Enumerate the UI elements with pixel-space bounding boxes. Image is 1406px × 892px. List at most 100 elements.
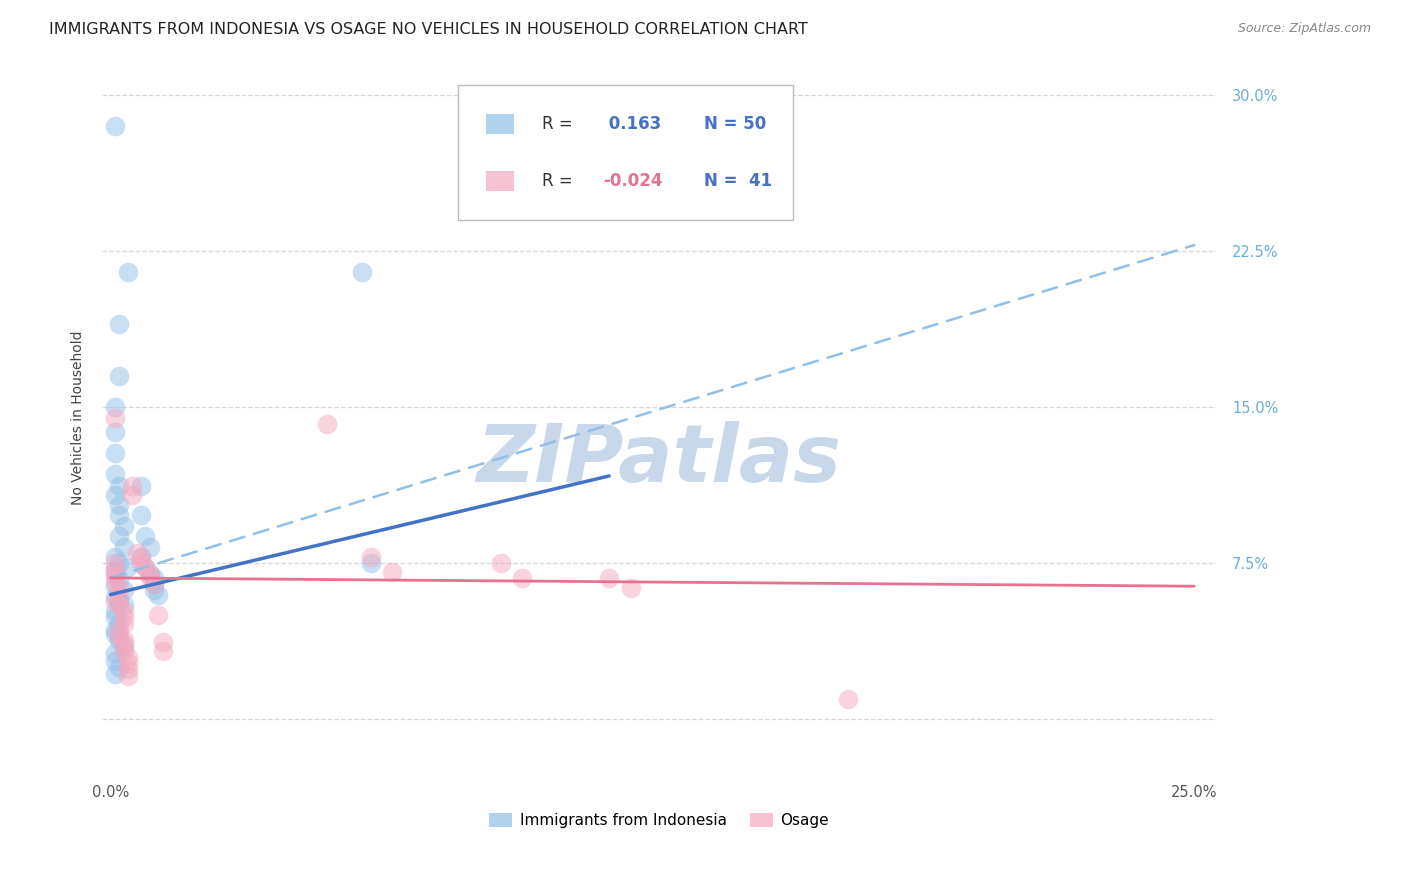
Point (108, 529, 131, 543)
Point (104, 604, 127, 618)
Point (108, 369, 131, 384)
Point (104, 563, 127, 577)
Point (104, 446, 127, 460)
Point (104, 610, 127, 624)
Text: ZIPatlas: ZIPatlas (477, 421, 841, 500)
Y-axis label: No Vehicles in Household: No Vehicles in Household (72, 330, 86, 505)
Point (104, 654, 127, 668)
Point (112, 540, 135, 554)
Point (138, 566, 160, 581)
Point (316, 417, 339, 431)
Point (104, 563, 127, 577)
Point (108, 582, 131, 596)
Point (129, 557, 152, 571)
Point (598, 571, 620, 585)
Point (108, 479, 131, 493)
Point (112, 640, 135, 654)
Point (112, 610, 135, 624)
Point (129, 550, 152, 565)
Point (360, 557, 382, 571)
Point (104, 646, 127, 660)
Point (112, 643, 135, 657)
Point (112, 598, 135, 612)
Point (104, 410, 127, 425)
Point (104, 566, 127, 581)
Point (104, 666, 127, 681)
Point (112, 616, 135, 631)
FancyBboxPatch shape (486, 114, 515, 134)
Point (837, 691, 859, 706)
Point (104, 425, 127, 440)
Point (142, 577, 165, 591)
Point (148, 588, 170, 602)
Point (104, 401, 127, 415)
Point (108, 498, 131, 512)
Point (142, 571, 165, 585)
Point (104, 575, 127, 590)
Point (104, 550, 127, 565)
Point (104, 590, 127, 604)
Point (108, 573, 131, 587)
Point (112, 637, 135, 651)
Text: R =: R = (541, 115, 572, 133)
Point (134, 560, 156, 574)
Point (152, 635, 174, 649)
Point (512, 571, 534, 585)
Point (108, 598, 131, 612)
Text: -0.024: -0.024 (603, 172, 662, 190)
Point (112, 633, 135, 648)
Point (620, 582, 643, 596)
Point (104, 594, 127, 608)
Point (125, 546, 148, 560)
Point (134, 560, 156, 574)
Point (121, 488, 143, 502)
Point (108, 557, 131, 571)
Point (112, 583, 135, 598)
Point (108, 594, 131, 608)
Point (142, 583, 165, 598)
Point (129, 479, 152, 493)
Point (381, 565, 404, 579)
Point (104, 120, 127, 134)
Point (148, 608, 170, 623)
Text: R =: R = (541, 172, 572, 190)
Point (117, 662, 139, 676)
Point (117, 649, 139, 664)
Legend: Immigrants from Indonesia, Osage: Immigrants from Indonesia, Osage (484, 807, 835, 834)
Point (138, 540, 160, 554)
Point (108, 616, 131, 631)
Point (142, 577, 165, 591)
Point (108, 508, 131, 523)
Point (112, 604, 135, 618)
Point (104, 557, 127, 571)
FancyBboxPatch shape (486, 171, 515, 191)
Point (108, 629, 131, 643)
FancyBboxPatch shape (458, 86, 793, 219)
Point (112, 519, 135, 533)
Point (104, 488, 127, 502)
Point (350, 265, 373, 279)
Point (129, 550, 152, 565)
Point (108, 588, 131, 602)
Point (108, 623, 131, 637)
Point (104, 569, 127, 583)
Point (108, 660, 131, 674)
Point (134, 529, 156, 543)
Point (117, 560, 139, 574)
Point (138, 566, 160, 581)
Point (108, 633, 131, 648)
Point (117, 668, 139, 682)
Point (104, 623, 127, 637)
Point (138, 571, 160, 585)
Point (117, 656, 139, 670)
Point (104, 627, 127, 641)
Point (360, 550, 382, 565)
Point (104, 467, 127, 481)
Point (121, 479, 143, 493)
Text: N = 50: N = 50 (703, 115, 766, 133)
Point (129, 508, 152, 523)
Text: N =  41: N = 41 (703, 172, 772, 190)
Point (152, 643, 174, 657)
Point (104, 579, 127, 593)
Text: IMMIGRANTS FROM INDONESIA VS OSAGE NO VEHICLES IN HOUSEHOLD CORRELATION CHART: IMMIGRANTS FROM INDONESIA VS OSAGE NO VE… (49, 22, 808, 37)
